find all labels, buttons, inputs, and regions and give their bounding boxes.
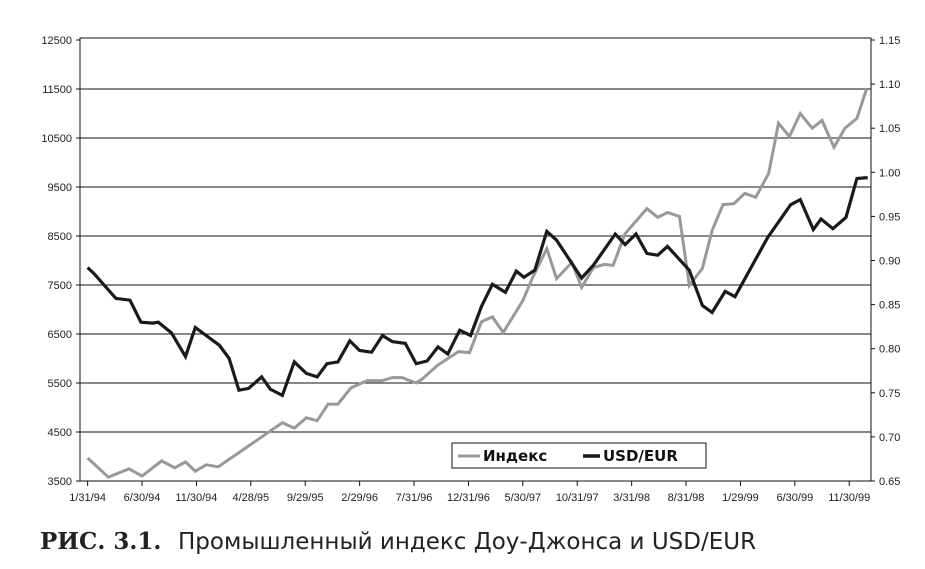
figure-caption: РИС. 3.1. Промышленный индекс Доу-Джонса … [40,528,756,555]
legend-box [451,442,707,469]
x-tick-label: 8/31/98 [668,492,705,504]
x-tick-label: 6/30/99 [776,492,813,504]
y-left-tick-label: 5500 [48,378,72,390]
x-tick-label: 11/30/94 [175,492,217,504]
y-left-tick-label: 7500 [48,280,72,292]
y-right-tick-label: 0.85 [879,300,900,312]
figure-title: Промышленный индекс Доу-Джонса и USD/EUR [178,529,757,555]
y-left-tick-label: 3500 [48,476,72,488]
x-tick-label: 2/29/96 [341,492,378,504]
legend-label-usd: USD/EUR [603,447,678,465]
x-tick-label: 1/31/94 [69,492,106,504]
x-tick-label: 4/28/95 [232,492,269,504]
legend: Индекс USD/EUR [451,442,707,469]
y-right-tick-label: 0.70 [879,432,900,444]
x-tick-label: 3/31/98 [613,492,650,504]
y-left-tick-label: 6500 [48,329,72,341]
y-right-tick-label: 0.65 [879,476,900,488]
x-tick-label: 12/31/96 [447,492,490,504]
figure-number: РИС. 3.1. [40,528,162,555]
legend-label-index: Индекс [483,447,547,465]
y-right-tick-label: 0.75 [879,388,900,400]
y-right-tick-label: 0.90 [879,256,900,268]
x-tick-label: 1/29/99 [722,492,759,504]
x-tick-label: 6/30/94 [124,492,161,504]
x-tick-label: 10/31/97 [556,492,599,504]
x-tick-label: 9/29/95 [287,492,324,504]
plot-frame [79,37,872,482]
y-right-tick-label: 1.15 [879,35,900,47]
y-left-tick-label: 11500 [42,84,72,96]
series-layer [86,88,869,479]
gridlines [80,88,871,433]
y-right-tick-label: 1.10 [879,79,900,91]
axes: 3500 4500 5500 6500 7500 8500 9500 10500 11500 12… [41,35,900,504]
series-line-usd-eur [86,176,868,398]
y-left-tick-label: 10500 [41,133,72,145]
y-left-tick-label: 8500 [48,231,72,243]
y-left-tick-label: 9500 [48,182,72,194]
chart: 3500 4500 5500 6500 7500 8500 9500 10500 11500 12… [41,35,900,504]
y-left-tick-label: 12500 [41,35,72,47]
series-line-index [86,88,869,479]
x-tick-label: 11/30/99 [828,492,870,504]
y-right-tick-label: 0.80 [879,344,900,356]
y-right-tick-label: 1.05 [879,123,900,135]
x-tick-label: 7/31/96 [396,492,433,504]
y-right-tick-label: 1.00 [879,167,900,179]
x-tick-label: 5/30/97 [504,492,541,504]
y-left-tick-label: 4500 [48,427,72,439]
y-right-tick-label: 0.95 [879,211,900,223]
